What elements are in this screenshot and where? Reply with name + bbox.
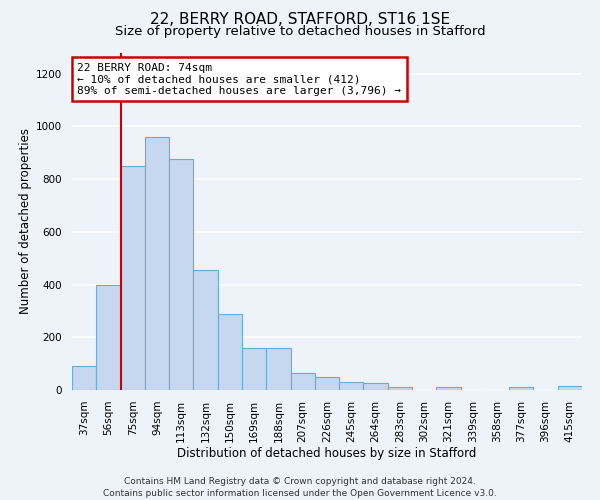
Bar [96, 284, 121, 390]
Bar [364, 384, 388, 390]
Bar [145, 137, 169, 390]
Bar [558, 386, 582, 390]
Bar [290, 373, 315, 390]
Bar [218, 314, 242, 390]
Y-axis label: Number of detached properties: Number of detached properties [19, 128, 32, 314]
Bar [72, 366, 96, 390]
Bar [121, 166, 145, 390]
Bar [436, 388, 461, 390]
Text: 22, BERRY ROAD, STAFFORD, ST16 1SE: 22, BERRY ROAD, STAFFORD, ST16 1SE [150, 12, 450, 28]
Bar [169, 160, 193, 390]
Bar [315, 377, 339, 390]
Bar [242, 348, 266, 390]
Bar [339, 382, 364, 390]
Text: 22 BERRY ROAD: 74sqm
← 10% of detached houses are smaller (412)
89% of semi-deta: 22 BERRY ROAD: 74sqm ← 10% of detached h… [77, 62, 401, 96]
Text: Size of property relative to detached houses in Stafford: Size of property relative to detached ho… [115, 25, 485, 38]
Bar [266, 348, 290, 390]
Bar [509, 388, 533, 390]
X-axis label: Distribution of detached houses by size in Stafford: Distribution of detached houses by size … [178, 448, 476, 460]
Text: Contains HM Land Registry data © Crown copyright and database right 2024.
Contai: Contains HM Land Registry data © Crown c… [103, 476, 497, 498]
Bar [193, 270, 218, 390]
Bar [388, 388, 412, 390]
